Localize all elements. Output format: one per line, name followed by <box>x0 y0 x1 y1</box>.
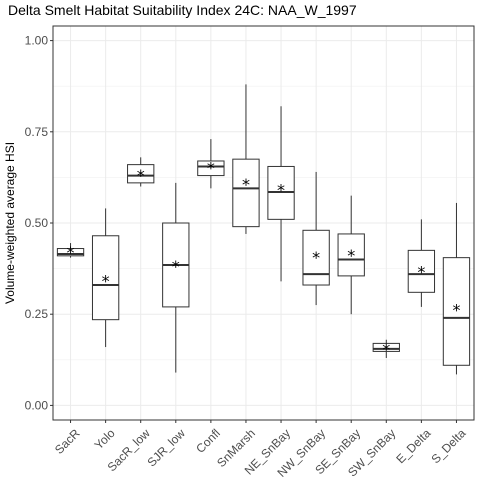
iqr-box <box>442 257 471 366</box>
iqr-box <box>232 158 260 228</box>
chart-title: Delta Smelt Habitat Suitability Index 24… <box>8 2 357 18</box>
y-tick-label: 0.25 <box>25 307 49 321</box>
box-ne-snbay: * <box>267 106 295 282</box>
box-sacr-low: * <box>127 157 155 187</box>
mean-marker: * <box>347 246 355 265</box>
x-tick-label: E_Delta <box>393 426 433 466</box>
box-nw-snbay: * <box>302 171 330 306</box>
iqr-box <box>407 249 436 293</box>
x-tick-label: Confl <box>193 426 223 456</box>
iqr-box <box>302 229 330 286</box>
mean-marker: * <box>312 248 320 267</box>
mean-marker: * <box>382 340 390 359</box>
mean-marker: * <box>452 301 460 320</box>
box-confl: * <box>197 139 225 189</box>
iqr-box <box>56 248 85 257</box>
iqr-box <box>91 235 120 321</box>
mean-marker: * <box>242 175 250 194</box>
grid-lines <box>53 26 474 420</box>
mean-marker: * <box>172 257 180 276</box>
iqr-box <box>127 164 155 184</box>
y-tick-label: 1.00 <box>25 34 49 48</box>
mean-marker: * <box>137 166 145 185</box>
iqr-box <box>337 233 365 277</box>
box-sjr-low: * <box>162 182 190 373</box>
y-tick-label: 0.50 <box>25 216 49 230</box>
iqr-box <box>372 342 400 352</box>
mean-marker: * <box>207 158 215 177</box>
x-tick-label: S_Delta <box>428 426 468 466</box>
x-tick-label: Yolo <box>92 426 118 452</box>
mean-marker: * <box>102 272 110 291</box>
box-yolo: * <box>91 208 120 348</box>
box-e-delta: * <box>407 219 436 307</box>
iqr-box <box>197 160 225 177</box>
x-tick-label: SJR_low <box>144 426 188 470</box>
box-se-snbay: * <box>337 195 365 315</box>
box-sacr: * <box>56 243 85 262</box>
boxes-layer: * * * * * * * * * * * * <box>56 84 471 375</box>
mean-marker: * <box>417 262 425 281</box>
x-tick-label: SacR <box>52 426 83 457</box>
y-axis-title: Volume-weighted average HSI <box>3 142 17 304</box>
y-tick-label: 0.75 <box>25 125 49 139</box>
box-sw-snbay: * <box>372 339 400 359</box>
box-s-delta: * <box>442 202 471 375</box>
y-tick-label: 0.00 <box>25 398 49 412</box>
mean-marker: * <box>67 243 75 262</box>
box-snmarsh: * <box>232 84 260 234</box>
mean-marker: * <box>277 180 285 199</box>
